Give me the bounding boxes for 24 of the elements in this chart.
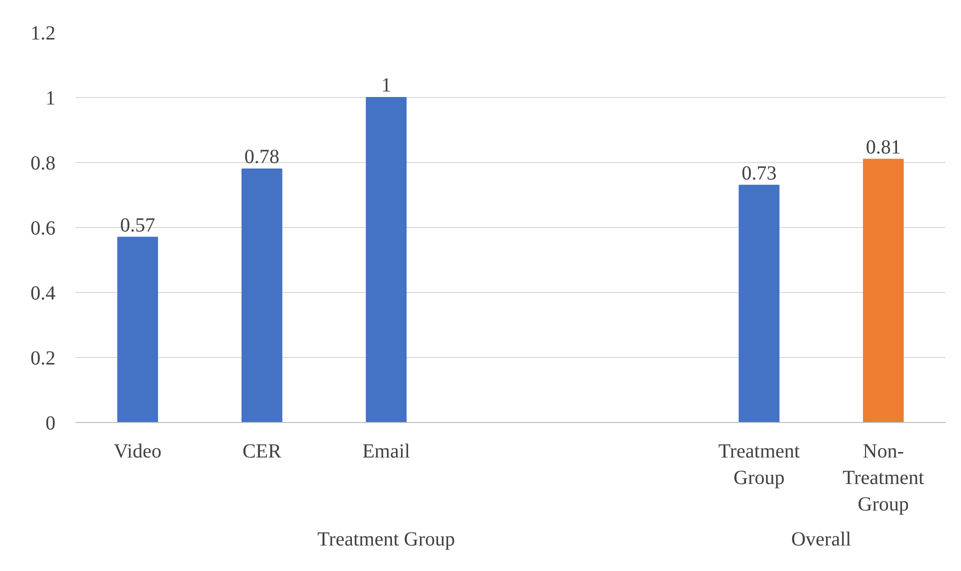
y-tick-label: 0.2	[30, 348, 56, 370]
bar	[242, 168, 282, 422]
x-tick-label: CER	[242, 440, 282, 462]
y-tick-label: 0.4	[30, 282, 56, 304]
y-tick-label: 0.8	[30, 152, 56, 174]
data-label: 0.73	[742, 162, 777, 184]
y-tick-label: 0.6	[30, 218, 56, 240]
x-tick-label: Non-Treatment Group	[842, 440, 925, 516]
x-tick-label: Email	[362, 440, 411, 462]
bar	[862, 158, 904, 422]
data-label: 0.81	[866, 136, 901, 158]
text: Overall	[791, 528, 852, 550]
data-label: 0.78	[244, 146, 280, 168]
bar	[738, 184, 780, 422]
data-label: 1	[381, 74, 392, 96]
x-tick-label: Video	[114, 440, 162, 462]
y-tick-label: 0	[46, 412, 56, 434]
x-tick-label: Treatment Group	[718, 440, 800, 489]
data-label: 0.57	[120, 214, 156, 236]
text: Treatment Group	[317, 528, 456, 550]
bar	[366, 97, 407, 422]
bar	[117, 236, 158, 422]
y-tick-label: 1	[46, 88, 56, 110]
y-tick-label: 1.2	[30, 22, 56, 44]
